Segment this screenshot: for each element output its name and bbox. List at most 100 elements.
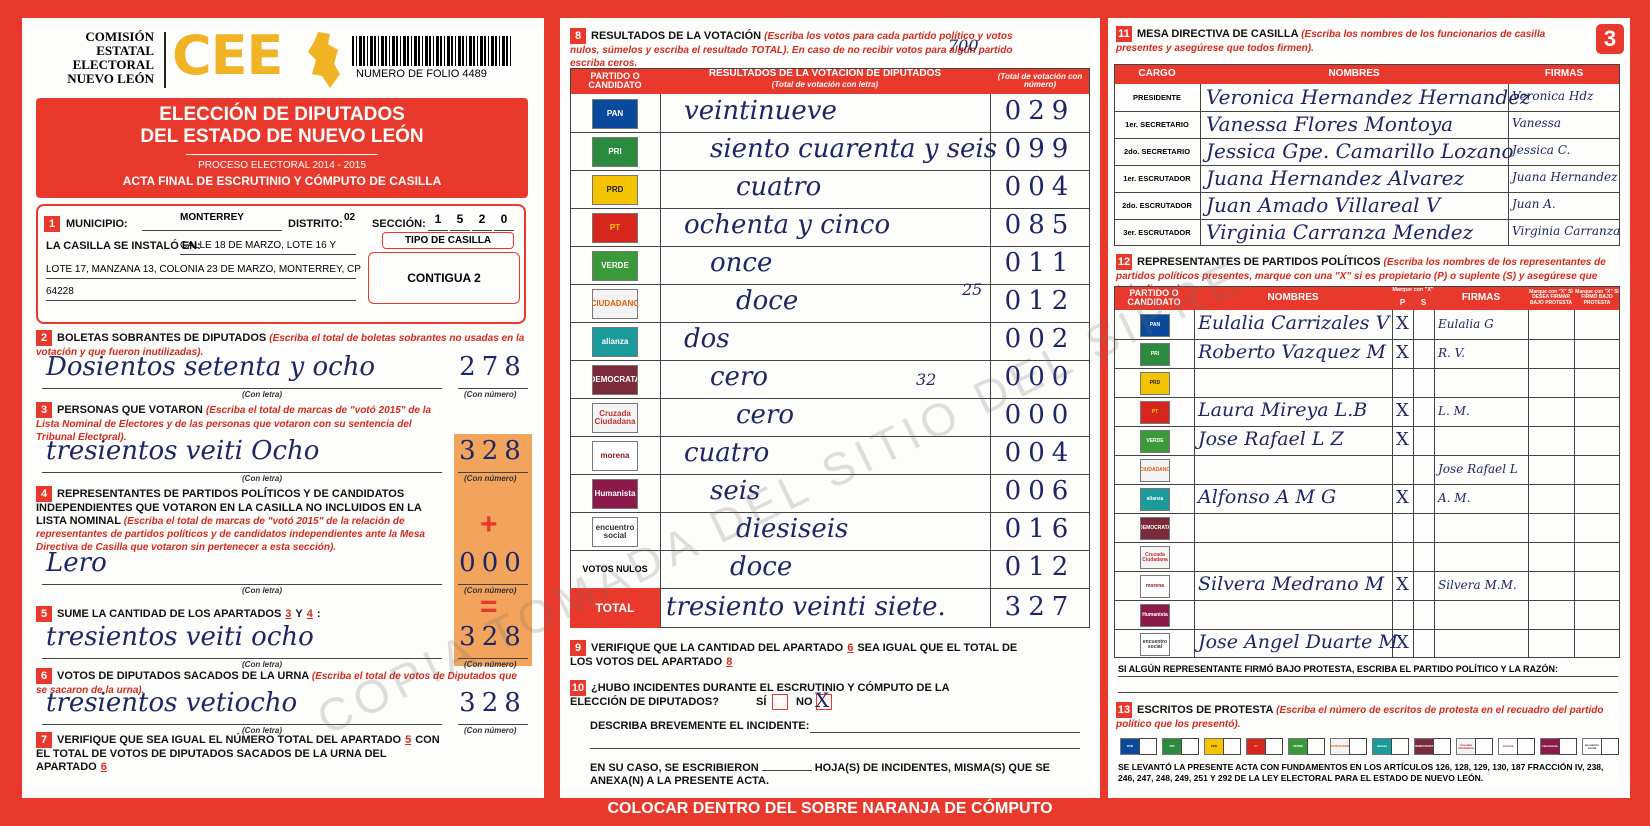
handwritten-letra: siento cuarenta y seis bbox=[710, 134, 998, 164]
row-line bbox=[1114, 426, 1620, 427]
field-line bbox=[1118, 692, 1618, 693]
party-logo: Cruzada Ciudadana bbox=[592, 403, 638, 433]
party-logo: PAN bbox=[1140, 314, 1170, 337]
party-logo: PRI bbox=[1140, 343, 1170, 366]
handwritten-letra: doce bbox=[730, 552, 793, 582]
footer: COLOCAR DENTRO DEL SOBRE NARANJA DE CÓMP… bbox=[607, 800, 1053, 817]
row-line bbox=[570, 436, 1090, 437]
section-header: 4 REPRESENTANTES DE PARTIDOS POLÍTICOS Y … bbox=[36, 486, 436, 554]
party-logo: VERDE bbox=[1288, 738, 1308, 755]
protest-box bbox=[1265, 738, 1283, 755]
section-number: 11 bbox=[1116, 26, 1132, 42]
cargo: 1er. ESCRUTADOR bbox=[1123, 174, 1191, 183]
operator-sign: + bbox=[480, 508, 498, 541]
party-logo: PRD bbox=[1140, 372, 1170, 395]
protest-box bbox=[1139, 738, 1157, 755]
letra-line bbox=[42, 472, 442, 473]
joiner: Y bbox=[295, 608, 303, 620]
party-logo: alianza bbox=[592, 327, 638, 357]
letra-line bbox=[42, 584, 442, 585]
row-line bbox=[1114, 455, 1620, 456]
p-mark: X bbox=[1396, 574, 1409, 595]
numero-line bbox=[458, 584, 528, 585]
map-icon bbox=[308, 32, 340, 88]
header-cell: P bbox=[1399, 297, 1406, 307]
handwritten-letra: cero bbox=[736, 400, 795, 430]
handwritten-name: Juana Hernandez Alvarez bbox=[1206, 166, 1465, 190]
section-number: 2 bbox=[36, 330, 52, 346]
handwritten-signature: Jose Rafael L bbox=[1438, 462, 1518, 476]
party-logo: PAN bbox=[592, 99, 638, 129]
section-number: 7 bbox=[36, 732, 52, 748]
field-line bbox=[46, 278, 356, 279]
org-line: ESTATAL bbox=[96, 43, 154, 58]
label: SECCIÓN: bbox=[372, 218, 426, 230]
letra-line bbox=[42, 388, 442, 389]
annotation: 700 bbox=[948, 36, 979, 55]
handwritten-signature: Virginia Carranza bbox=[1512, 224, 1621, 238]
field-line bbox=[142, 230, 282, 231]
section-header: 6 VOTOS DE DIPUTADOS SACADOS DE LA URNA (… bbox=[36, 668, 526, 697]
section-number: 9 bbox=[570, 640, 586, 656]
title-box: ELECCIÓN DE DIPUTADOS DEL ESTADO DE NUEV… bbox=[36, 98, 528, 198]
row-line bbox=[1114, 513, 1620, 514]
section-title: RESULTADOS DE LA VOTACIÓN bbox=[591, 30, 762, 42]
section-number: 8 bbox=[570, 28, 586, 44]
party-logo: encuentro social bbox=[592, 517, 638, 547]
p-mark: X bbox=[1396, 400, 1409, 421]
party-logo: CIUDADANO bbox=[592, 289, 638, 319]
section-number: 10 bbox=[570, 680, 586, 696]
handwritten-numero: 004 bbox=[1004, 438, 1076, 468]
header-cell: Marque con "X" SI DESEA FIRMAR BAJO PROT… bbox=[1529, 289, 1573, 306]
handwritten-numero: 029 bbox=[1004, 96, 1076, 126]
numero-line bbox=[458, 658, 528, 659]
handwritten-numero: 012 bbox=[1004, 552, 1076, 582]
party-logo: PT bbox=[1246, 738, 1266, 755]
handwritten-letra: Dosientos setenta y ocho bbox=[46, 352, 376, 382]
seccion-digit: 0 bbox=[494, 212, 514, 231]
org-name: COMISIÓN ESTATAL ELECTORAL NUEVO LEÓN bbox=[42, 30, 154, 86]
party-logo: Cruzada Ciudadana bbox=[1456, 738, 1476, 755]
handwritten-numero: 099 bbox=[1004, 134, 1076, 164]
panel-center: 8 RESULTADOS DE LA VOTACIÓN (Escriba los … bbox=[560, 18, 1100, 798]
check-mark: X bbox=[815, 688, 830, 712]
row-line bbox=[570, 550, 1090, 551]
row-line bbox=[1114, 397, 1620, 398]
row-line bbox=[570, 246, 1090, 247]
handwritten-name: Eulalia Carrizales V bbox=[1198, 312, 1390, 334]
handwritten-numero: 327 bbox=[1004, 592, 1076, 622]
label: DISTRITO: bbox=[288, 218, 343, 230]
handwritten-signature: Eulalia G bbox=[1438, 317, 1494, 331]
section-number: 13 bbox=[1116, 702, 1132, 718]
address: LOTE 17, MANZANA 13, COLONIA 23 DE MARZO… bbox=[46, 264, 361, 275]
header-cell: S bbox=[1420, 297, 1427, 307]
protest-box bbox=[1223, 738, 1241, 755]
seccion-digit: 2 bbox=[472, 212, 492, 231]
handwritten-numero: 000 bbox=[1004, 362, 1076, 392]
handwritten-name: Virginia Carranza Mendez bbox=[1206, 220, 1474, 244]
handwritten-name: Jose Angel Duarte M bbox=[1198, 631, 1398, 653]
table-header bbox=[1114, 64, 1620, 84]
row-line bbox=[570, 284, 1090, 285]
column-line bbox=[990, 94, 991, 628]
annotation: 25 bbox=[962, 280, 983, 299]
party-logo: DEMOCRATA bbox=[1140, 517, 1170, 540]
section-1: 1 MUNICIPIO: MONTERREY DISTRITO: 02 SECC… bbox=[36, 204, 526, 324]
option-label: NO bbox=[796, 696, 813, 708]
section-title: BOLETAS SOBRANTES DE DIPUTADOS bbox=[57, 332, 267, 344]
section-title: SUME LA CANTIDAD DE LOS APARTADOS bbox=[57, 608, 282, 620]
title-line: DEL ESTADO DE NUEVO LEÓN bbox=[140, 126, 424, 147]
logo-text: CEE bbox=[172, 24, 283, 87]
total-cell: TOTAL bbox=[570, 588, 660, 628]
caption: (Con letra) bbox=[242, 474, 282, 483]
caption: (Con letra) bbox=[242, 726, 282, 735]
header-cell: PARTIDO O CANDIDATO bbox=[588, 70, 642, 90]
address: 64228 bbox=[46, 286, 74, 297]
party-logo: PRI bbox=[1162, 738, 1182, 755]
section-ref: 6 bbox=[100, 761, 107, 773]
protest-box bbox=[1307, 738, 1325, 755]
handwritten-letra: ochenta y cinco bbox=[684, 210, 891, 240]
handwritten-letra: tresientos veiti ocho bbox=[46, 622, 314, 652]
handwritten-signature: L. M. bbox=[1438, 404, 1470, 418]
party-logo: alianza bbox=[1140, 488, 1170, 511]
